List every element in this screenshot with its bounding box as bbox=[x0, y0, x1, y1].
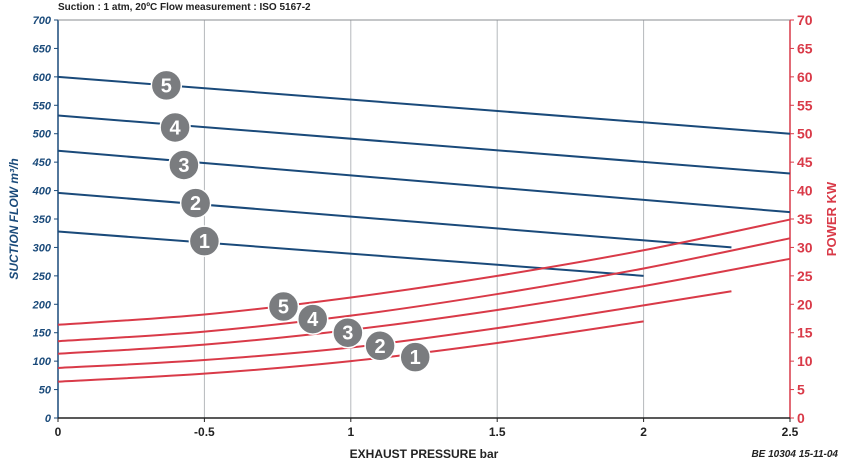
x-tick-label: -0.5 bbox=[194, 425, 215, 439]
y-left-tick-label: 600 bbox=[33, 72, 52, 84]
x-tick-label: 2.5 bbox=[782, 425, 799, 439]
y-axis-left-title: SUCTION FLOW m³/h bbox=[7, 158, 21, 279]
y-right-tick-label: 40 bbox=[797, 183, 813, 199]
y-left-tick-label: 650 bbox=[33, 43, 52, 55]
x-tick-label: 1 bbox=[347, 425, 354, 439]
chart-title: Suction : 1 atm, 20ºC Flow measurement :… bbox=[58, 2, 311, 13]
y-right-tick-label: 55 bbox=[797, 97, 813, 113]
flow-badge-2-circle bbox=[179, 187, 212, 219]
power-badge-2-label: 2 bbox=[375, 336, 386, 358]
flow-badge-3-circle bbox=[168, 149, 200, 181]
y-right-tick-label: 60 bbox=[797, 69, 813, 85]
power-line-4 bbox=[57, 237, 791, 343]
x-tick-label: 1.5 bbox=[489, 425, 506, 439]
flow-badge-1-label: 1 bbox=[199, 231, 210, 253]
y-left-tick-label: 700 bbox=[33, 15, 52, 27]
y-left-tick-label: 300 bbox=[33, 242, 52, 254]
y-right-tick-label: 45 bbox=[797, 154, 813, 170]
flow-badge-4-circle bbox=[159, 111, 191, 144]
flow-badge-5-circle bbox=[150, 69, 183, 102]
y-left-tick-label: 450 bbox=[32, 157, 52, 169]
y-left-tick-label: 150 bbox=[33, 328, 52, 340]
power-badge-1-circle bbox=[399, 341, 431, 373]
y-left-tick-label: 250 bbox=[32, 271, 52, 283]
y-left-tick-label: 550 bbox=[33, 100, 52, 112]
y-left-tick-label: 50 bbox=[39, 385, 52, 397]
y-right-tick-label: 25 bbox=[797, 268, 813, 284]
power-badge-1-label: 1 bbox=[410, 347, 421, 369]
y-axis-right-title: POWER KW bbox=[824, 181, 839, 256]
flow-badge-5-label: 5 bbox=[161, 75, 172, 97]
y-left-tick-label: 400 bbox=[32, 186, 52, 198]
power-line-1 bbox=[57, 320, 644, 383]
y-right-tick-label: 50 bbox=[797, 126, 813, 142]
x-tick-label: 0 bbox=[55, 425, 62, 439]
power-badge-5-label: 5 bbox=[278, 297, 289, 319]
power-badge-5-circle bbox=[267, 290, 300, 323]
power-line-3 bbox=[57, 257, 791, 355]
power-badge-3-label: 3 bbox=[342, 323, 353, 345]
y-right-tick-label: 10 bbox=[797, 353, 813, 369]
x-axis-title: EXHAUST PRESSURE bar bbox=[350, 447, 499, 461]
y-right-tick-label: 65 bbox=[797, 40, 813, 56]
power-line-5 bbox=[57, 218, 791, 326]
y-right-tick-label: 5 bbox=[797, 382, 805, 398]
chart-code: BE 10304 15-11-04 bbox=[751, 449, 838, 460]
y-left-tick-label: 100 bbox=[33, 356, 52, 368]
flow-line-3 bbox=[57, 149, 791, 214]
y-right-tick-label: 20 bbox=[797, 296, 813, 312]
power-line-2 bbox=[57, 290, 732, 369]
flow-badge-3-label: 3 bbox=[178, 155, 189, 177]
power-badge-2-circle bbox=[364, 330, 396, 362]
power-badge-4-label: 4 bbox=[307, 309, 319, 331]
power-badge-3-circle bbox=[332, 316, 364, 349]
y-right-tick-label: 70 bbox=[797, 12, 813, 28]
x-tick-label: 2 bbox=[640, 425, 647, 439]
flow-badge-4-label: 4 bbox=[170, 117, 182, 139]
flow-line-2 bbox=[57, 191, 732, 249]
power-badge-4-circle bbox=[296, 303, 329, 335]
y-left-tick-label: 0 bbox=[45, 413, 52, 425]
y-right-tick-label: 0 bbox=[797, 410, 805, 426]
y-right-tick-label: 30 bbox=[797, 239, 813, 255]
y-right-tick-label: 35 bbox=[797, 211, 813, 227]
y-left-tick-label: 500 bbox=[33, 129, 52, 141]
y-right-tick-label: 15 bbox=[797, 325, 813, 341]
flow-badge-1-circle bbox=[188, 225, 221, 257]
y-left-tick-label: 350 bbox=[33, 214, 52, 226]
y-left-tick-label: 200 bbox=[32, 299, 52, 311]
flow-badge-2-label: 2 bbox=[190, 193, 201, 215]
